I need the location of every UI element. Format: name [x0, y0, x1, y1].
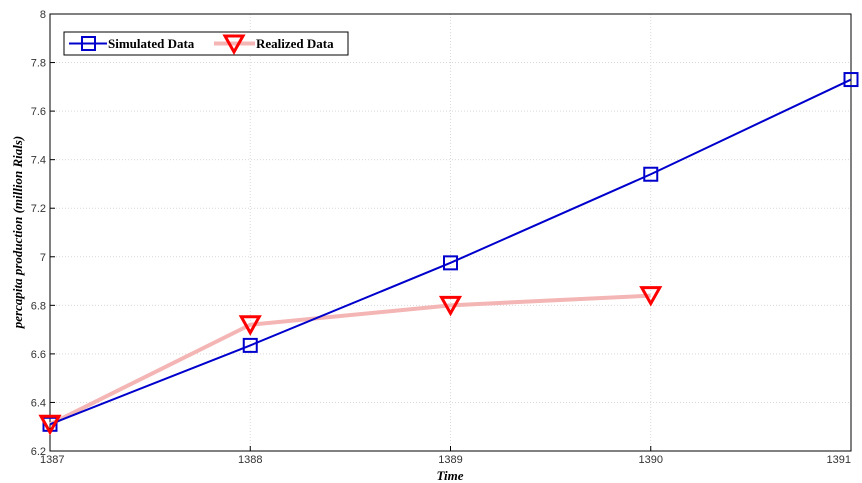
series-layer [38, 72, 859, 436]
y-tick-label: 7 [40, 252, 46, 264]
plot-area [50, 14, 851, 451]
x-tick-label: 1390 [639, 454, 663, 466]
y-tick-label: 7.2 [31, 203, 46, 215]
realized-data-line [49, 293, 651, 427]
simulated-data-point [242, 337, 258, 353]
y-axis-ticks: 6.2 6.4 6.6 6.8 7 7.2 7.4 7.6 7.8 8 [31, 9, 55, 458]
y-tick-label: 6.4 [31, 397, 46, 409]
y-tick-label: 6.2 [31, 446, 46, 458]
y-axis-title: percapita production (million Rials) [10, 136, 25, 330]
x-axis-ticks: 1387 1388 1389 1390 1391 [40, 446, 852, 466]
legend: Simulated Data Realized Data [63, 31, 349, 56]
x-axis-title: Time [437, 468, 464, 483]
simulated-data-point [643, 166, 659, 182]
y-tick-label: 6.8 [31, 300, 46, 312]
x-tick-label: 1387 [40, 454, 64, 466]
y-tick-label: 7.6 [31, 106, 46, 118]
simulated-data-line [49, 78, 852, 426]
grid-lines [50, 14, 851, 451]
y-tick-label: 7.8 [31, 58, 46, 70]
y-tick-label: 8 [40, 9, 46, 21]
x-tick-label: 1389 [438, 454, 462, 466]
y-tick-label: 7.4 [31, 155, 46, 167]
y-tick-label: 6.6 [31, 349, 46, 361]
simulated-data-point [843, 72, 859, 88]
legend-realized-label: Realized Data [256, 36, 334, 51]
x-tick-label: 1388 [238, 454, 262, 466]
legend-realized-marker [222, 34, 246, 56]
legend-box [63, 31, 349, 56]
realized-data-point [238, 315, 262, 336]
simulated-data-point [443, 255, 458, 271]
realized-data-point [639, 286, 663, 307]
x-tick-label: 1391 [827, 454, 851, 466]
legend-simulated-marker [81, 36, 96, 51]
realized-data-point [38, 414, 62, 436]
realized-data-point [438, 295, 463, 317]
legend-simulated-label: Simulated Data [108, 36, 195, 51]
